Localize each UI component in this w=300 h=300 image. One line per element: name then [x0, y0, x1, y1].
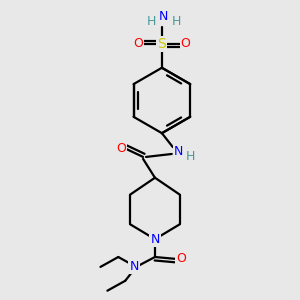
- Text: O: O: [133, 38, 143, 50]
- Text: O: O: [176, 253, 186, 266]
- Text: N: N: [150, 233, 160, 246]
- Text: O: O: [181, 38, 190, 50]
- Text: N: N: [159, 10, 169, 23]
- Text: N: N: [130, 260, 139, 273]
- Text: H: H: [186, 150, 195, 164]
- Text: S: S: [158, 37, 166, 51]
- Text: N: N: [174, 146, 183, 158]
- Text: H: H: [172, 15, 182, 28]
- Text: H: H: [146, 15, 156, 28]
- Text: O: O: [116, 142, 126, 154]
